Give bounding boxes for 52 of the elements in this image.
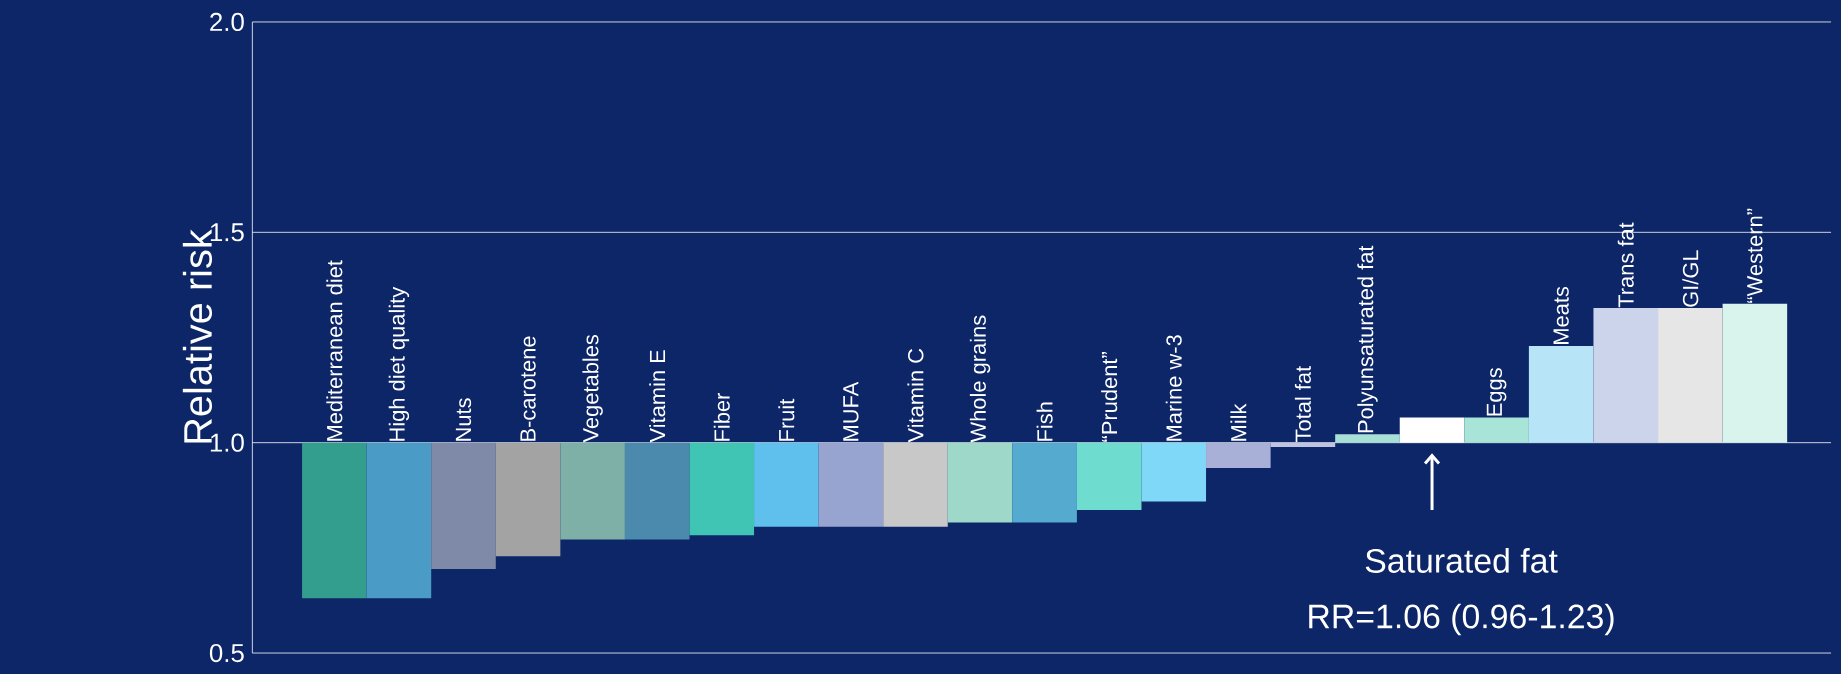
- x-tick-label: B-carotene: [520, 336, 536, 441]
- bar: [366, 442, 432, 599]
- x-tick-label: Total fat: [1294, 366, 1311, 442]
- x-tick-label: Vegetables: [582, 334, 603, 443]
- bar: [1270, 442, 1336, 447]
- annotation: Saturated fat: [1365, 548, 1558, 573]
- bar: [1335, 434, 1400, 443]
- x-tick-label: Fish: [1036, 402, 1053, 441]
- x-tick-label: Eggs: [1486, 368, 1507, 416]
- y-tick-label: 1.0: [210, 433, 244, 452]
- x-tick-label: Fruit: [778, 398, 795, 441]
- bar: [689, 442, 755, 536]
- bar: [1076, 442, 1142, 510]
- annotation: RR=1.06 (0.96-1.23): [1309, 603, 1614, 636]
- bar: [883, 442, 948, 527]
- x-tick-label: Whole grains: [969, 315, 991, 443]
- bar: [818, 442, 884, 527]
- bar: [1593, 308, 1659, 443]
- bar: [1012, 442, 1077, 523]
- x-tick-label: MUFA: [843, 381, 859, 441]
- x-tick-label: Nuts: [455, 398, 472, 441]
- x-tick-label: Marine w-3: [1165, 335, 1182, 441]
- bar: [1141, 442, 1207, 502]
- x-tick-label: Polyunsaturated fat: [1357, 245, 1378, 433]
- bar: [1528, 345, 1594, 443]
- x-tick-label: High diet quality: [388, 286, 410, 441]
- y-tick-label: 2.0: [210, 12, 244, 32]
- x-tick-label: “Western”: [1747, 208, 1763, 303]
- x-tick-label: Milk: [1230, 403, 1247, 441]
- bar: [1399, 417, 1465, 443]
- x-tick-label: Vitamin E: [649, 350, 666, 443]
- bar: [431, 442, 496, 569]
- x-tick-label: Vitamin C: [907, 348, 924, 443]
- bar: [947, 442, 1013, 523]
- bar: [1206, 442, 1271, 468]
- x-tick-label: GI/GL: [1682, 250, 1699, 307]
- x-tick-label: Mediterranean diet: [326, 260, 343, 441]
- bar: [624, 442, 690, 540]
- y-tick-label: 1.5: [210, 223, 244, 242]
- bar: [560, 442, 625, 540]
- x-tick-label: Fiber: [713, 392, 730, 441]
- bar: [302, 442, 367, 599]
- bar: [754, 442, 819, 527]
- x-tick-label: “Prudent”: [1101, 352, 1118, 442]
- x-tick-label: Trans fat: [1617, 222, 1634, 308]
- bar: [1658, 308, 1723, 443]
- bar: [1722, 303, 1788, 443]
- bar: [495, 442, 561, 557]
- y-axis-title: Relative risk: [182, 229, 213, 443]
- y-tick-label: 0.5: [209, 643, 244, 663]
- bar: [1464, 417, 1529, 443]
- x-tick-label: Meats: [1553, 286, 1569, 344]
